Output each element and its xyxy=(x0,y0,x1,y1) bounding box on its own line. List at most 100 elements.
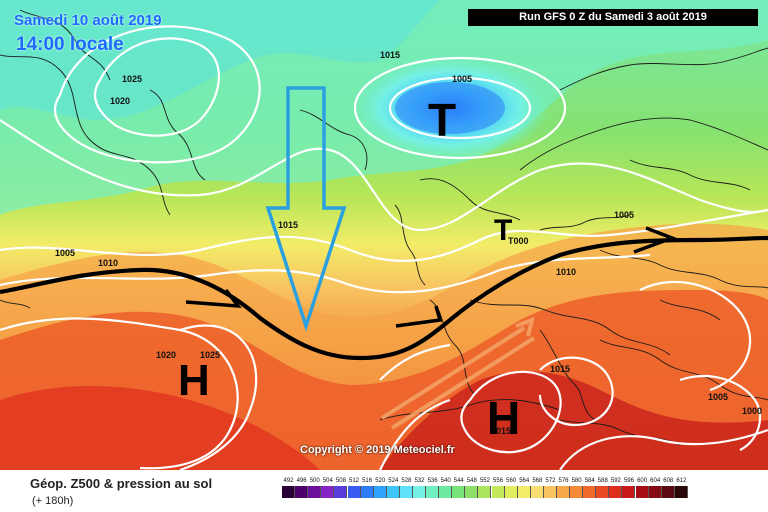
legend-item: 596 xyxy=(622,477,636,498)
legend-item: 604 xyxy=(648,477,662,498)
forecast-range: (+ 180h) xyxy=(32,495,74,507)
legend-value: 612 xyxy=(676,478,687,484)
legend-value: 592 xyxy=(610,478,621,484)
legend-swatch xyxy=(360,486,374,498)
legend-swatch xyxy=(439,486,453,498)
legend-value: 536 xyxy=(427,478,438,484)
legend-item: 588 xyxy=(596,477,610,498)
legend-item: 524 xyxy=(386,477,400,498)
legend-item: 576 xyxy=(557,477,571,498)
legend-swatch xyxy=(557,486,571,498)
legend-swatch xyxy=(583,486,597,498)
legend-swatch xyxy=(452,486,466,498)
isobar-label: 1025 xyxy=(200,350,220,360)
legend-item: 600 xyxy=(635,477,649,498)
legend-value: 568 xyxy=(532,478,543,484)
legend-item: 568 xyxy=(530,477,544,498)
legend-swatch xyxy=(282,486,296,498)
legend-swatch xyxy=(334,486,348,498)
legend-item: 552 xyxy=(478,477,492,498)
legend-swatch xyxy=(570,486,584,498)
valid-time: 14:00 locale xyxy=(16,34,124,55)
isobar-label: 1010 xyxy=(98,258,118,268)
pressure-systems: T T H H xyxy=(178,94,520,444)
isobar-label: T000 xyxy=(508,236,529,246)
legend-value: 504 xyxy=(322,478,333,484)
isobar-label: 015 xyxy=(496,426,511,436)
legend-item: 528 xyxy=(399,477,413,498)
legend-item: 520 xyxy=(373,477,387,498)
legend-value: 496 xyxy=(296,478,307,484)
legend-item: 500 xyxy=(308,477,322,498)
legend-item: 516 xyxy=(360,477,374,498)
legend-swatch xyxy=(530,486,544,498)
low-pressure-marker: T xyxy=(494,214,512,247)
isobar-label: 1005 xyxy=(708,392,728,402)
legend-swatch xyxy=(478,486,492,498)
legend-value: 516 xyxy=(362,478,373,484)
low-pressure-inner xyxy=(395,82,505,134)
legend-item: 540 xyxy=(439,477,453,498)
legend-value: 552 xyxy=(479,478,490,484)
legend-swatch xyxy=(517,486,531,498)
legend-value: 608 xyxy=(663,478,674,484)
model-run-label: Run GFS 0 Z du Samedi 3 août 2019 xyxy=(468,9,758,26)
isobar-labels: 1025 1020 1015 1005 T000 1015 1005 1000 … xyxy=(55,50,762,436)
legend-swatch xyxy=(412,486,426,498)
isobar-label: 1005 xyxy=(614,210,634,220)
legend-item: 556 xyxy=(491,477,505,498)
legend-value: 544 xyxy=(453,478,464,484)
legend-item: 496 xyxy=(295,477,309,498)
legend-value: 588 xyxy=(597,478,608,484)
legend-swatch xyxy=(386,486,400,498)
legend-value: 512 xyxy=(349,478,360,484)
legend-item: 580 xyxy=(570,477,584,498)
legend-swatch xyxy=(321,486,335,498)
legend-item: 612 xyxy=(674,477,688,498)
legend-swatch xyxy=(347,486,361,498)
low-pressure-marker: T xyxy=(428,94,456,146)
legend-swatch xyxy=(674,486,688,498)
legend-swatch xyxy=(596,486,610,498)
legend-swatch xyxy=(543,486,557,498)
legend-item: 508 xyxy=(334,477,348,498)
legend-item: 584 xyxy=(583,477,597,498)
trough-arrow xyxy=(265,86,347,332)
legend-value: 528 xyxy=(401,478,412,484)
legend-value: 584 xyxy=(584,478,595,484)
product-title: Géop. Z500 & pression au sol xyxy=(30,476,213,491)
legend-item: 512 xyxy=(347,477,361,498)
legend-swatch xyxy=(491,486,505,498)
legend-item: 564 xyxy=(517,477,531,498)
legend-swatch xyxy=(465,486,479,498)
legend-value: 580 xyxy=(571,478,582,484)
valid-date: Samedi 10 août 2019 xyxy=(14,12,162,29)
legend-item: 548 xyxy=(465,477,479,498)
legend-item: 608 xyxy=(661,477,675,498)
legend-swatch xyxy=(661,486,675,498)
high-pressure-marker: H xyxy=(178,356,210,405)
legend-value: 576 xyxy=(558,478,569,484)
legend-value: 600 xyxy=(637,478,648,484)
legend-value: 520 xyxy=(375,478,386,484)
legend-value: 508 xyxy=(335,478,346,484)
legend-swatch xyxy=(373,486,387,498)
warm-advection-arrows xyxy=(380,316,536,430)
legend-swatch xyxy=(635,486,649,498)
legend-item: 532 xyxy=(412,477,426,498)
legend-value: 492 xyxy=(283,478,294,484)
legend-item: 492 xyxy=(282,477,296,498)
legend-value: 560 xyxy=(506,478,517,484)
legend-value: 564 xyxy=(519,478,530,484)
legend-item: 572 xyxy=(543,477,557,498)
color-scale-legend: 492 496 500 504 508 512 516 520 524 528 532 536 540 5… xyxy=(282,477,688,498)
isobar-label: 1005 xyxy=(55,248,75,258)
legend-swatch xyxy=(504,486,518,498)
legend-value: 524 xyxy=(388,478,399,484)
legend-value: 556 xyxy=(493,478,504,484)
legend-value: 604 xyxy=(650,478,661,484)
legend-swatch xyxy=(426,486,440,498)
legend-value: 500 xyxy=(309,478,320,484)
legend-swatch xyxy=(295,486,309,498)
cold-air-core xyxy=(0,0,440,120)
